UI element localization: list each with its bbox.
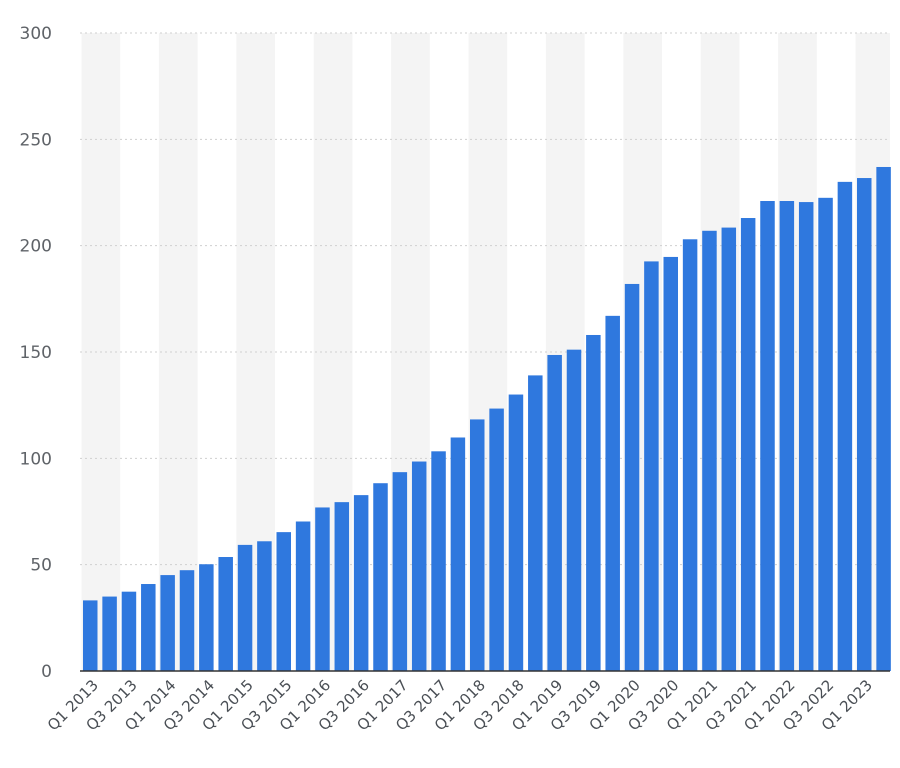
y-tick-label: 0 xyxy=(41,662,52,682)
bar-series xyxy=(83,166,891,672)
bar[interactable] xyxy=(102,596,117,671)
bar[interactable] xyxy=(682,239,698,671)
bar[interactable] xyxy=(740,218,756,671)
bar[interactable] xyxy=(470,419,485,671)
bar[interactable] xyxy=(624,283,640,671)
y-tick-label: 300 xyxy=(20,24,52,44)
y-tick-label: 200 xyxy=(20,237,52,257)
y-tick-label: 150 xyxy=(20,343,52,363)
bar[interactable] xyxy=(798,202,814,671)
bar[interactable] xyxy=(489,408,504,671)
bar[interactable] xyxy=(663,256,679,671)
bar[interactable] xyxy=(392,472,408,671)
bar[interactable] xyxy=(450,437,466,671)
bar[interactable] xyxy=(373,483,388,671)
bar[interactable] xyxy=(605,315,620,671)
bar[interactable] xyxy=(644,261,659,671)
bar[interactable] xyxy=(760,201,775,672)
y-tick-label: 100 xyxy=(20,449,52,469)
bar[interactable] xyxy=(257,541,272,671)
bar[interactable] xyxy=(179,570,195,671)
bar[interactable] xyxy=(121,591,137,671)
bar[interactable] xyxy=(237,544,253,671)
bar[interactable] xyxy=(141,584,156,671)
bar[interactable] xyxy=(315,507,330,671)
bar[interactable] xyxy=(276,532,292,671)
bar[interactable] xyxy=(547,354,562,671)
y-tick-label: 250 xyxy=(20,130,52,150)
bar[interactable] xyxy=(566,349,582,671)
bar[interactable] xyxy=(857,178,872,671)
bar[interactable] xyxy=(818,197,833,672)
bar[interactable] xyxy=(411,461,427,671)
bar[interactable] xyxy=(199,564,214,671)
bar[interactable] xyxy=(876,166,891,672)
bar[interactable] xyxy=(83,600,98,671)
bar[interactable] xyxy=(353,495,369,671)
bar[interactable] xyxy=(160,575,175,671)
bar[interactable] xyxy=(721,227,737,671)
y-axis-tick-labels: 0 50 100 150 200 250 300 xyxy=(20,24,52,682)
bar[interactable] xyxy=(508,394,524,671)
bar[interactable] xyxy=(218,557,233,671)
bar[interactable] xyxy=(528,375,543,671)
bar[interactable] xyxy=(779,201,795,672)
bar[interactable] xyxy=(295,521,311,671)
bar[interactable] xyxy=(431,451,446,671)
y-tick-label: 50 xyxy=(30,556,52,576)
bar[interactable] xyxy=(334,502,350,671)
bar[interactable] xyxy=(837,181,853,671)
bar[interactable] xyxy=(702,230,717,671)
bar[interactable] xyxy=(586,334,601,671)
